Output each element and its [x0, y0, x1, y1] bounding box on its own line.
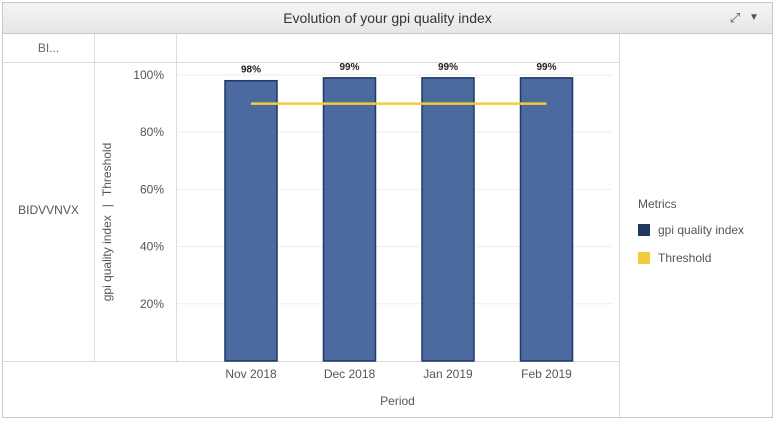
bar: [421, 77, 475, 362]
panel-titlebar: Evolution of your gpi quality index ⤢ ▼: [3, 3, 772, 34]
chart-panel: Evolution of your gpi quality index ⤢ ▼ …: [2, 2, 773, 418]
legend: Metrics gpi quality index Threshold: [638, 197, 768, 279]
data-label: 98%: [241, 65, 261, 76]
x-tick-label: Nov 2018: [225, 367, 277, 381]
legend-item-gpi-quality-index[interactable]: gpi quality index: [638, 223, 768, 237]
y-tick-label: 20%: [140, 297, 164, 311]
legend-title: Metrics: [638, 197, 677, 211]
legend-swatch-gpi-quality-index: [638, 224, 650, 236]
row-label: BIDVVNVX: [18, 203, 79, 217]
bar: [224, 79, 278, 362]
x-axis-title: Period: [380, 394, 415, 408]
divider: [94, 34, 95, 362]
panel-title: Evolution of your gpi quality index: [283, 10, 492, 26]
y-tick-label: 80%: [140, 125, 164, 139]
bar: [519, 77, 574, 362]
legend-label: gpi quality index: [658, 223, 745, 237]
divider: [3, 361, 619, 362]
x-tick-label: Feb 2019: [521, 367, 572, 381]
x-tick-label: Jan 2019: [423, 367, 473, 381]
column-header[interactable]: BI...: [37, 41, 60, 55]
chevron-down-icon[interactable]: ▼: [749, 12, 759, 23]
legend-swatch-threshold: [638, 252, 650, 264]
legend-item-threshold[interactable]: Threshold: [638, 251, 768, 265]
data-label: 99%: [536, 62, 556, 73]
y-tick-label: 100%: [133, 68, 164, 82]
divider: [619, 34, 620, 417]
y-tick-label: 40%: [140, 240, 164, 254]
legend-label: Threshold: [658, 251, 712, 265]
data-label: 99%: [339, 62, 359, 73]
divider: [176, 34, 177, 362]
divider: [3, 62, 619, 63]
bar: [322, 77, 377, 362]
x-tick-label: Dec 2018: [324, 367, 376, 381]
data-label: 99%: [438, 62, 458, 73]
expand-icon[interactable]: ⤢: [729, 10, 741, 25]
y-tick-label: 60%: [140, 182, 164, 196]
